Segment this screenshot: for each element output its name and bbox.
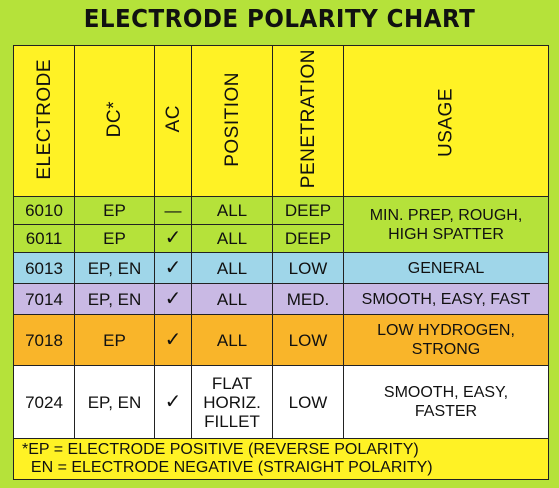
ac-cell: ✓ [154, 314, 192, 366]
ac-cell: ✓ [154, 252, 192, 284]
footnote-line-ep: *EP = ELECTRODE POSITIVE (REVERSE POLARI… [22, 441, 419, 458]
header-ac: AC [154, 45, 192, 197]
dc-cell: EP, EN [74, 283, 155, 315]
ac-cell: ✓ [154, 365, 192, 439]
table-row: 6010 EP — ALL DEEP MIN. PREP, ROUGH, HIG… [13, 196, 549, 253]
header-position: POSITION [191, 45, 273, 197]
electrode-cell: 7018 [13, 314, 75, 366]
dc-cell: EP, EN [74, 252, 155, 284]
dc-cell: EP, EN [74, 365, 155, 439]
header-electrode: ELECTRODE [13, 45, 75, 197]
table-row: 6011 EP ✓ ALL DEEP [13, 224, 549, 253]
table-row: 6013 EP, EN ✓ ALL LOW GENERAL [13, 252, 549, 284]
electrode-cell: 7024 [13, 365, 75, 439]
electrode-cell: 7014 [13, 283, 75, 315]
usage-cell: MIN. PREP, ROUGH, HIGH SPATTER [343, 196, 549, 253]
penetration-cell: LOW [272, 252, 344, 284]
ac-cell: ✓ [154, 224, 192, 253]
penetration-cell: LOW [272, 314, 344, 366]
usage-cell: GENERAL [343, 252, 549, 284]
header-dc: DC* [74, 45, 155, 197]
footnote: *EP = ELECTRODE POSITIVE (REVERSE POLARI… [13, 438, 549, 480]
position-cell: ALL [191, 196, 273, 225]
position-cell: ALL [191, 314, 273, 366]
header-usage: USAGE [343, 45, 549, 197]
electrode-cell: 6013 [13, 252, 75, 284]
footnote-line-en: EN = ELECTRODE NEGATIVE (STRAIGHT POLARI… [22, 459, 433, 476]
electrode-cell: 6010 [13, 196, 75, 225]
electrode-cell: 6011 [13, 224, 75, 253]
position-cell: ALL [191, 283, 273, 315]
position-cell: ALL [191, 224, 273, 253]
position-cell: FLAT HORIZ. FILLET [191, 365, 273, 439]
penetration-cell: LOW [272, 365, 344, 439]
dc-cell: EP [74, 224, 155, 253]
penetration-cell: DEEP [272, 224, 344, 253]
usage-cell: SMOOTH, EASY, FAST [343, 283, 549, 315]
ac-cell: — [154, 196, 192, 225]
header-penetration: PENETRATION [272, 45, 344, 197]
table-row: 7014 EP, EN ✓ ALL MED. SMOOTH, EASY, FAS… [13, 283, 549, 315]
usage-cell: LOW HYDROGEN, STRONG [343, 314, 549, 366]
penetration-cell: DEEP [272, 196, 344, 225]
penetration-cell: MED. [272, 283, 344, 315]
table-row: 7024 EP, EN ✓ FLAT HORIZ. FILLET LOW SMO… [13, 365, 549, 439]
dc-cell: EP [74, 314, 155, 366]
table-row: 7018 EP ✓ ALL LOW LOW HYDROGEN, STRONG [13, 314, 549, 366]
usage-cell: SMOOTH, EASY, FASTER [343, 365, 549, 439]
polarity-table: ELECTRODE DC* AC POSITION PENETRATION US… [13, 45, 549, 480]
ac-cell: ✓ [154, 283, 192, 315]
chart-title: ELECTRODE POLARITY CHART [83, 4, 476, 33]
position-cell: ALL [191, 252, 273, 284]
dc-cell: EP [74, 196, 155, 225]
header-row: ELECTRODE DC* AC POSITION PENETRATION US… [13, 45, 549, 197]
footnote-row: *EP = ELECTRODE POSITIVE (REVERSE POLARI… [13, 438, 549, 480]
